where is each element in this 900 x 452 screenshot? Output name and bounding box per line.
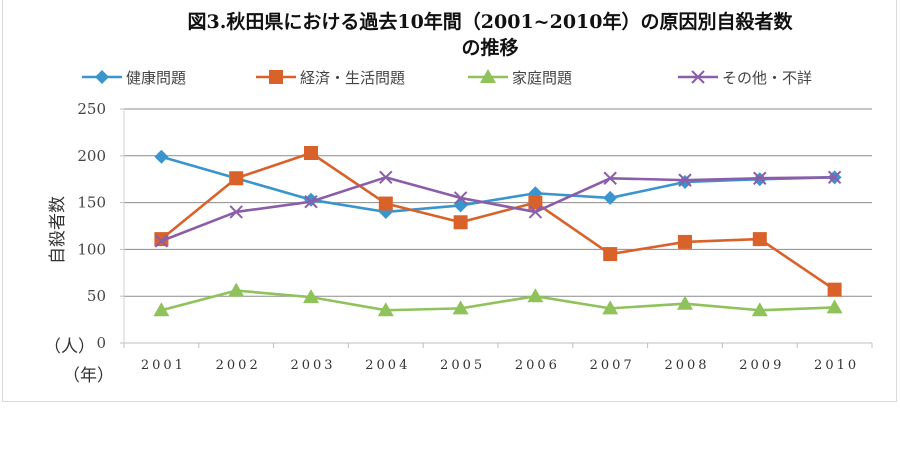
data-point [677,295,693,310]
x-tick-label: 2008 [664,358,709,373]
data-point [377,302,394,317]
x-tick-label: 2010 [814,358,859,373]
legend-item: その他・不詳 [678,69,812,87]
legend-label: 家庭問題 [512,69,572,87]
data-point [453,215,468,230]
y-tick-label: 100 [77,240,106,258]
data-point [752,232,767,247]
legend-marker [95,70,109,84]
data-point [304,194,318,209]
data-point [678,173,692,187]
legend-label: 経済・生活問題 [300,69,405,87]
data-point [528,195,543,210]
data-point [753,171,767,185]
x-tick-label: 2007 [590,358,635,373]
series-line [161,155,835,214]
series-line [160,176,835,243]
data-point [751,302,768,317]
y-tick-label: 50 [87,287,106,305]
x-marker-stroke [453,191,468,205]
data-point [826,299,843,314]
y-tick-label: 250 [77,100,106,118]
x-tick-label: 2004 [365,358,410,373]
x-tick-label: 2005 [440,358,485,373]
data-point [453,191,468,205]
data-point [303,289,319,304]
x-marker-stroke [528,205,543,219]
data-point [678,175,692,190]
legend-item: 健康問題 [82,69,186,87]
data-point [154,232,169,247]
x-marker-stroke [379,170,393,185]
x-tick-label: 2002 [216,358,261,373]
legend-marker [691,70,705,84]
data-point [603,171,617,185]
x-marker-stroke [753,171,767,185]
data-point [153,302,170,317]
chart-frame [2,0,897,402]
legend-marker [480,69,496,83]
series-line [160,151,836,291]
y-tick-label: 0 [96,334,106,352]
data-point [304,145,318,160]
data-point [827,170,842,185]
data-point [228,282,245,297]
data-point [453,198,468,213]
y-tick-label: 150 [77,194,106,212]
x-tick-labels: 2001 2002 2003 2004 2005 2006 2007 2008 2009 2010 [141,358,859,373]
legend-label: その他・不詳 [722,69,812,87]
legend: 健康問題 経済・生活問題 家庭問題 その他・不詳 [82,69,812,87]
x-marker-stroke [229,205,243,219]
gridlines [120,108,873,348]
x-marker-stroke [691,70,705,84]
x-marker-stroke [304,194,318,209]
x-marker-stroke [827,170,842,185]
data-point [678,234,692,249]
data-point [527,288,544,303]
data-point [229,205,243,219]
x-unit-label: （年） [63,366,114,386]
x-tick-label: 2006 [515,358,560,373]
series-3 [153,282,843,317]
legend-item: 経済・生活問題 [256,69,405,87]
x-tick-label: 2009 [739,358,784,373]
y-unit-label: （人） [44,337,95,357]
y-tick-label: 200 [77,147,106,165]
data-point [154,149,169,164]
data-point [378,196,393,211]
legend-marker [269,70,283,84]
series-line [161,289,835,312]
x-marker-stroke [154,234,169,248]
data-point [229,171,244,186]
legend-label: 健康問題 [126,69,186,87]
data-point [379,170,393,185]
data-point [827,282,842,297]
data-point [452,300,469,315]
y-axis-label: 自殺者数 [48,196,68,264]
x-tick-label: 2003 [290,358,335,373]
chart-title-line1: 図3.秋田県における過去10年間（2001~2010年）の原因別自殺者数 [188,10,794,33]
data-point [603,247,618,262]
series-4 [154,170,842,248]
x-tick-label: 2001 [141,358,186,373]
y-tick-labels: 0 50 100 150 200 250 [77,100,106,352]
legend-item: 家庭問題 [468,69,572,87]
x-marker-stroke [678,173,692,187]
series-group [153,145,843,317]
data-point [602,300,619,315]
data-point [603,190,618,205]
chart-title-line2: の推移 [461,36,518,59]
x-marker-stroke [603,171,617,185]
data-point [528,205,543,219]
series-2 [154,145,842,297]
data-point [154,234,169,248]
